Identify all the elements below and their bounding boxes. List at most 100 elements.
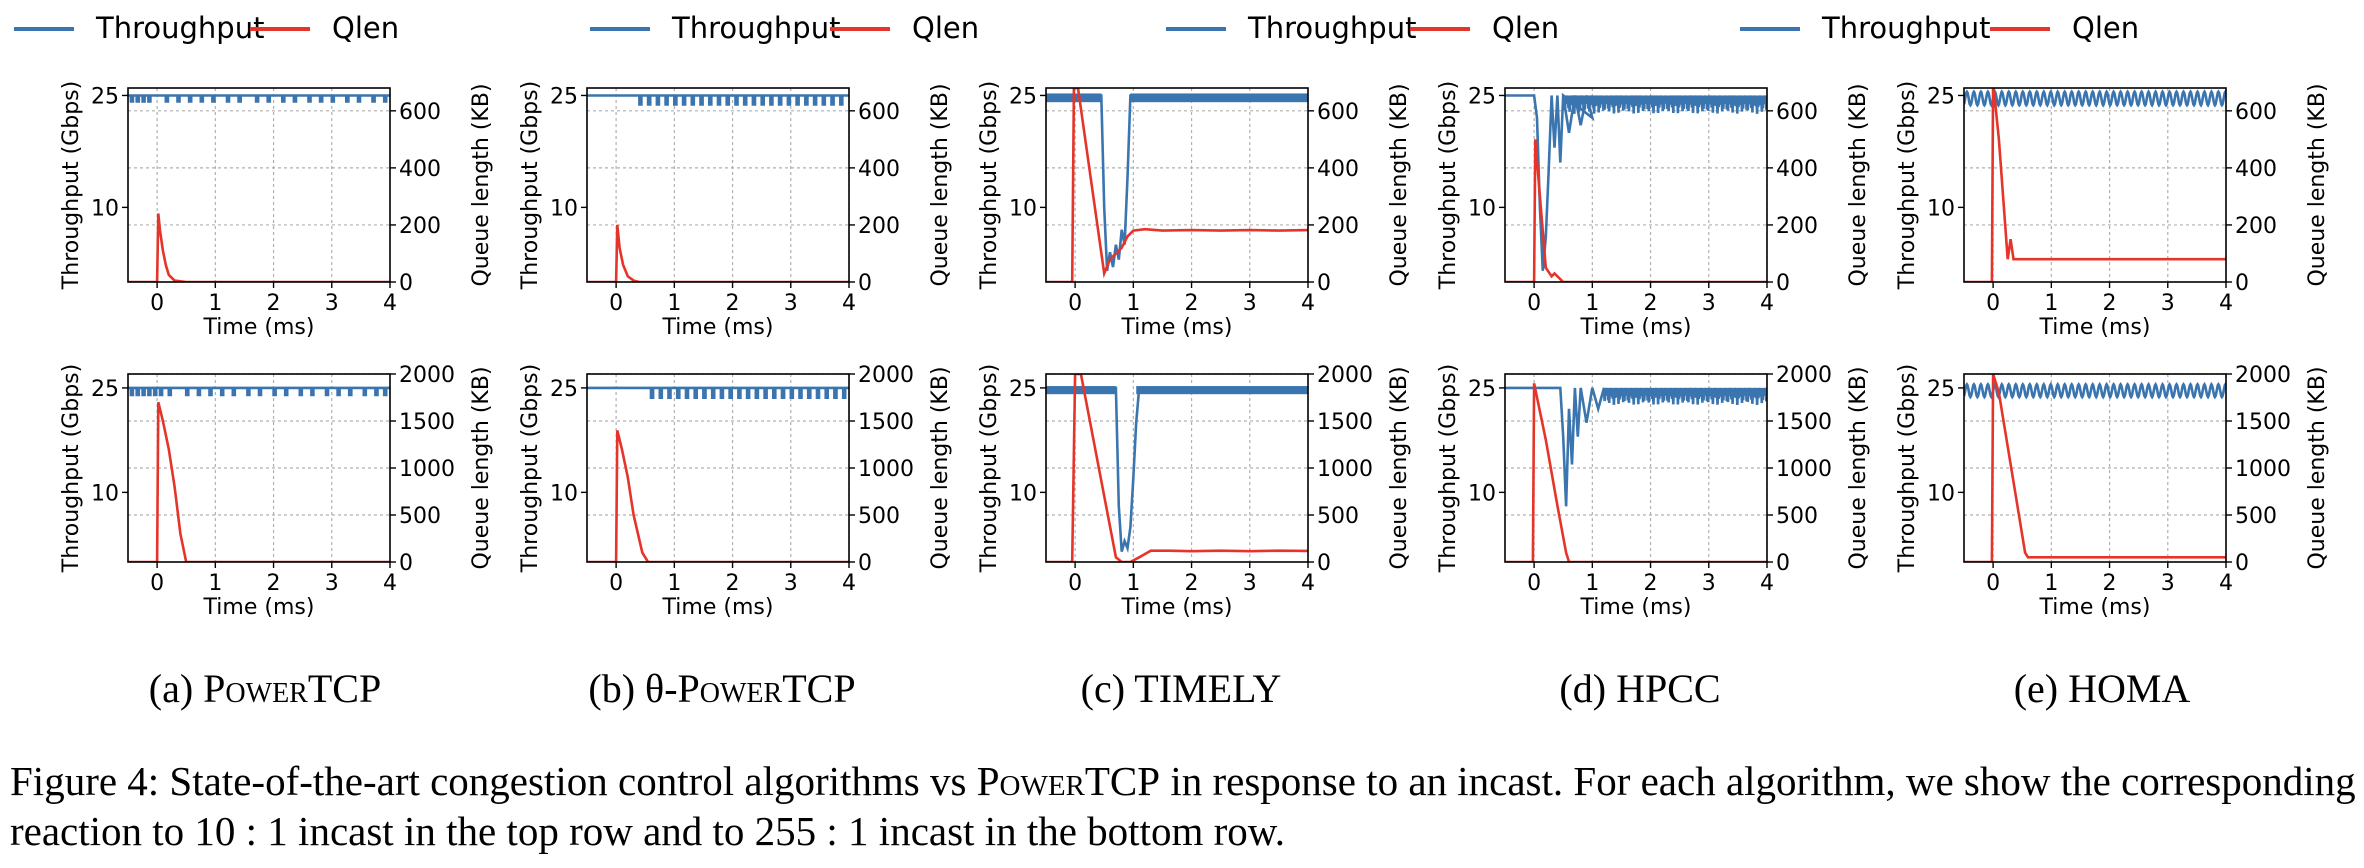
- y-right-tick-label: 500: [399, 504, 441, 529]
- y-right-axis-label: Queue length (KB): [2305, 83, 2330, 286]
- x-tick-label: 2: [2103, 571, 2117, 596]
- qlen-line: [1046, 88, 1308, 282]
- plot-frame: [1963, 87, 2227, 283]
- y-right-axis-label: Queue length (KB): [1387, 83, 1412, 286]
- x-axis-label: Time (ms): [662, 595, 774, 620]
- y-right-axis-label: Queue length (KB): [1846, 83, 1871, 286]
- x-tick-label: 3: [2161, 571, 2175, 596]
- x-tick-label: 0: [150, 291, 164, 316]
- x-axis-label: Time (ms): [662, 315, 774, 340]
- throughput-band: [1130, 93, 1308, 103]
- chart-panel-bottom-5: 0 1 2 3 4 Time (ms) 10 25 Throughput (Gbps) 0 500 1…: [1895, 363, 2330, 620]
- x-tick-label: 0: [1068, 571, 1082, 596]
- y-left-axis-label: Throughput (Gbps): [1436, 364, 1461, 573]
- subcaption: (d) HPCC: [1559, 666, 1720, 711]
- subcaption: (b) θ-PowerTCP: [588, 666, 855, 711]
- y-right-tick-label: 200: [2235, 214, 2277, 239]
- y-left-tick-label: 10: [1009, 196, 1037, 221]
- legend-label: Qlen: [332, 11, 399, 45]
- y-right-axis-label: Queue length (KB): [928, 83, 953, 286]
- x-tick-label: 2: [267, 571, 281, 596]
- throughput-series: [1964, 89, 2226, 108]
- y-left-axis-label: Throughput (Gbps): [518, 81, 543, 290]
- y-right-tick-label: 500: [1317, 504, 1359, 529]
- chart-panel-bottom-3: 0 1 2 3 4 Time (ms) 10 25 Throughput (Gbps) 0 500 1…: [977, 363, 1412, 620]
- y-left-tick-label: 25: [1009, 84, 1037, 109]
- y-right-tick-label: 1000: [2235, 457, 2291, 482]
- x-tick-label: 4: [383, 571, 397, 596]
- x-tick-label: 0: [1527, 291, 1541, 316]
- x-tick-label: 0: [1527, 571, 1541, 596]
- y-right-axis-label: Queue length (KB): [928, 366, 953, 569]
- y-right-tick-label: 1500: [1317, 410, 1373, 435]
- y-right-tick-label: 500: [1776, 504, 1818, 529]
- chart-panel-top-2: 0 1 2 3 4 Time (ms) 10 25 Throughput (Gbps) 0 200 4…: [518, 81, 953, 340]
- chart-panel-bottom-2: 0 1 2 3 4 Time (ms) 10 25 Throughput (Gbps) 0 500 1…: [518, 363, 953, 620]
- y-left-axis-label: Throughput (Gbps): [59, 81, 84, 290]
- x-tick-label: 0: [1986, 291, 2000, 316]
- chart-panel-top-5: 0 1 2 3 4 Time (ms) 10 25 Throughput (Gbps) 0 200 4…: [1895, 81, 2330, 340]
- x-tick-label: 4: [842, 291, 856, 316]
- subcaption-prefix: (e) HOMA: [2014, 666, 2191, 711]
- y-left-tick-label: 10: [91, 481, 119, 506]
- y-left-tick-label: 25: [1009, 377, 1037, 402]
- throughput-line: [1964, 381, 2226, 400]
- caption-part2: in response to an incast. For each algor…: [10, 758, 2356, 854]
- x-axis-label: Time (ms): [1121, 315, 1233, 340]
- x-tick-label: 2: [1185, 571, 1199, 596]
- y-left-tick-label: 25: [91, 84, 119, 109]
- throughput-line: [1964, 89, 2226, 108]
- subcaption: (c) TIMELY: [1081, 666, 1282, 711]
- qlen-line: [1046, 374, 1308, 562]
- y-left-tick-label: 10: [91, 196, 119, 221]
- legend: Throughput Qlen Throughput Qlen Throughput Ql…: [14, 11, 2139, 45]
- y-right-axis-label: Queue length (KB): [1846, 366, 1871, 569]
- throughput-line: [1505, 92, 1767, 271]
- y-left-tick-label: 10: [1927, 196, 1955, 221]
- y-right-tick-label: 2000: [2235, 363, 2291, 388]
- x-tick-label: 1: [2044, 571, 2058, 596]
- y-right-tick-label: 400: [2235, 157, 2277, 182]
- qlen-line: [587, 224, 849, 282]
- y-left-axis-label: Throughput (Gbps): [518, 364, 543, 573]
- y-right-tick-label: 200: [858, 214, 900, 239]
- throughput-line: [128, 94, 390, 103]
- y-left-tick-label: 10: [1468, 196, 1496, 221]
- qlen-line: [587, 430, 849, 562]
- x-axis-label: Time (ms): [2039, 595, 2151, 620]
- y-left-tick-label: 10: [1468, 481, 1496, 506]
- x-tick-label: 2: [726, 291, 740, 316]
- x-tick-label: 3: [784, 291, 798, 316]
- throughput-line: [1046, 94, 1308, 272]
- y-right-tick-label: 0: [1776, 551, 1790, 576]
- x-tick-label: 0: [1986, 571, 2000, 596]
- legend-label: Throughput: [1247, 11, 1416, 45]
- y-right-tick-label: 1000: [1776, 457, 1832, 482]
- y-right-tick-label: 600: [1776, 100, 1818, 125]
- y-right-tick-label: 400: [399, 157, 441, 182]
- x-tick-label: 3: [1243, 291, 1257, 316]
- y-right-tick-label: 1000: [858, 457, 914, 482]
- y-left-tick-label: 25: [550, 377, 578, 402]
- x-tick-label: 1: [667, 291, 681, 316]
- y-left-tick-label: 10: [1009, 481, 1037, 506]
- throughput-series: [1046, 386, 1308, 554]
- throughput-series: [128, 386, 390, 397]
- x-tick-label: 4: [383, 291, 397, 316]
- y-left-tick-label: 10: [550, 196, 578, 221]
- legend-label: Qlen: [912, 11, 979, 45]
- plot-frame: [586, 87, 850, 283]
- y-left-axis-label: Throughput (Gbps): [1895, 81, 1920, 290]
- x-tick-label: 3: [1702, 291, 1716, 316]
- qlen-line: [128, 213, 390, 282]
- x-tick-label: 1: [667, 571, 681, 596]
- y-right-axis-label: Queue length (KB): [1387, 366, 1412, 569]
- subcaption-prefix: (a): [149, 666, 203, 711]
- x-tick-label: 0: [150, 571, 164, 596]
- throughput-series: [587, 386, 849, 399]
- y-right-tick-label: 0: [858, 271, 872, 296]
- y-right-tick-label: 400: [1776, 157, 1818, 182]
- y-right-axis-label: Queue length (KB): [2305, 366, 2330, 569]
- legend-label: Throughput: [671, 11, 840, 45]
